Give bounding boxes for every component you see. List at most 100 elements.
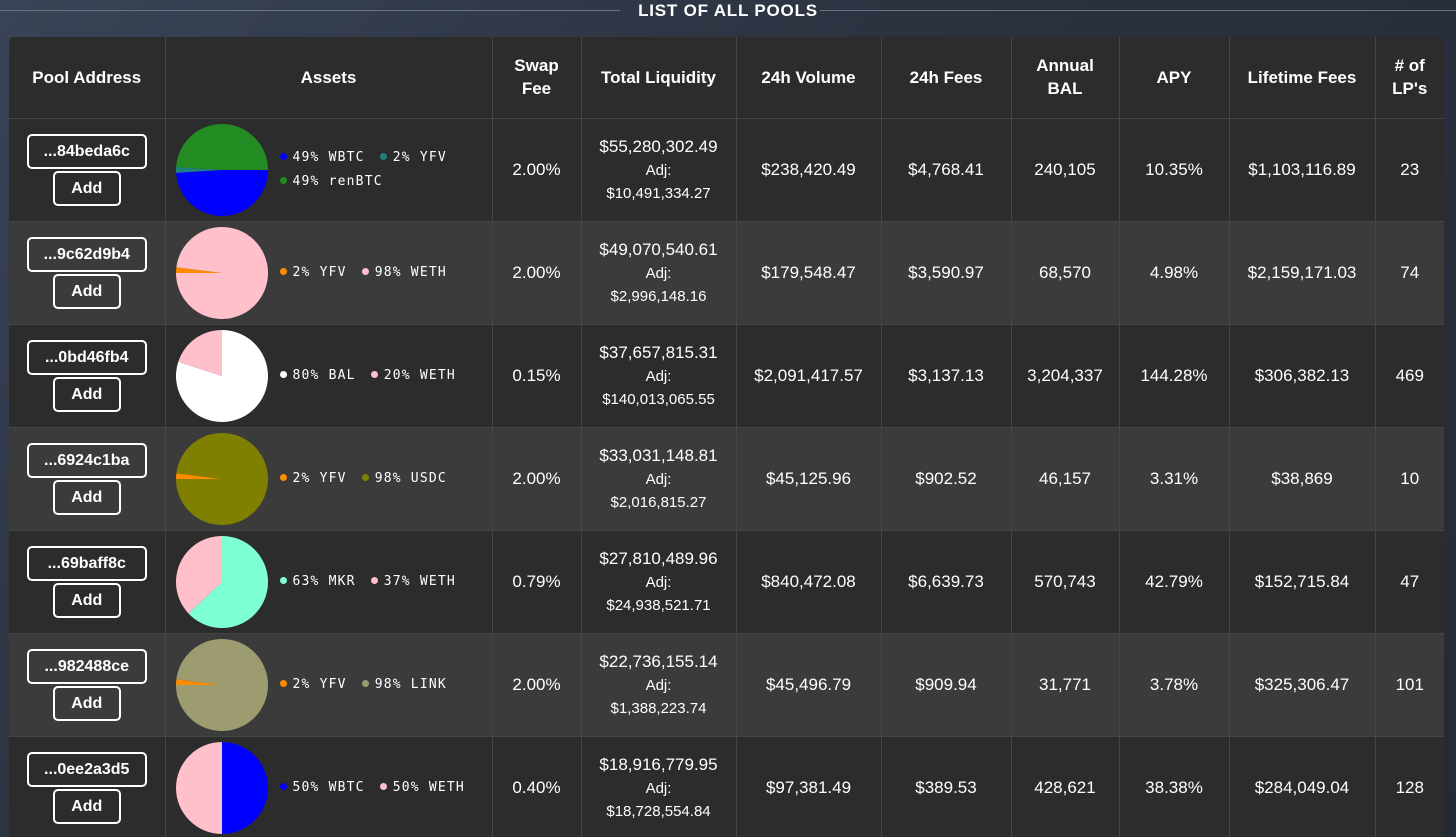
asset-pie-chart [166,738,278,837]
legend-dot-icon [279,473,287,481]
header-24h-fees[interactable]: 24h Fees [881,37,1012,118]
total-liquidity-cell: $33,031,148.81 Adj: $2,016,815.27 [581,426,737,530]
header-24h-volume[interactable]: 24h Volume [736,37,882,118]
legend-item: 98% WETH [361,265,447,280]
header-swap-fee-line2: Fee [521,79,552,99]
apy-cell: 4.98% [1119,220,1230,324]
lifetime-fees-cell: $2,159,171.03 [1229,220,1376,324]
add-button[interactable]: Add [52,273,121,309]
table-row[interactable]: ...982488ce Add 2% YFV 98% LINK 2.00% $2… [9,632,1444,736]
swap-fee-cell: 0.79% [492,529,582,633]
legend-dot-icon [279,782,287,790]
legend-label: 50% WBTC [292,779,365,795]
fees-24h-cell: $3,590.97 [881,220,1012,324]
header-apy[interactable]: APY [1119,37,1230,118]
add-button[interactable]: Add [52,685,121,721]
adjusted-liquidity-label: Adj: [645,470,672,488]
total-liquidity-value: $22,736,155.14 [599,651,718,671]
add-button[interactable]: Add [52,582,121,618]
pool-address-button[interactable]: ...9c62d9b4 [26,236,147,272]
pool-address-button[interactable]: ...84beda6c [26,133,147,169]
fees-24h-cell: $389.53 [881,735,1012,837]
assets-cell: 2% YFV 98% LINK [165,632,493,736]
pool-address-button[interactable]: ...69baff8c [26,545,147,581]
adjusted-liquidity-label: Adj: [645,161,672,179]
table-row[interactable]: ...6924c1ba Add 2% YFV 98% USDC 2.00% $3… [9,426,1444,530]
legend-item: 50% WBTC [279,779,365,795]
total-liquidity-value: $55,280,302.49 [599,136,718,156]
legend-label: 2% YFV [292,470,347,486]
asset-legend: 2% YFV 98% USDC [278,467,488,491]
swap-fee-cell: 2.00% [492,426,582,530]
header-pool-address[interactable]: Pool Address [9,37,166,118]
fees-24h-cell: $902.52 [881,426,1012,530]
header-annual-bal-line2: BAL [1047,79,1083,99]
add-button[interactable]: Add [52,170,121,206]
table-row[interactable]: ...0bd46fb4 Add 80% BAL 20% WETH 0.15% $… [9,323,1444,427]
pool-address-button[interactable]: ...0ee2a3d5 [26,751,147,787]
lifetime-fees-cell: $38,869 [1229,426,1376,530]
legend-item: 98% USDC [361,471,447,486]
header-annual-bal[interactable]: Annual BAL [1011,37,1120,118]
annual-bal-cell: 428,621 [1011,735,1120,837]
pool-address-button[interactable]: ...0bd46fb4 [26,339,147,375]
pie-svg [175,123,268,216]
total-liquidity-cell: $49,070,540.61 Adj: $2,996,148.16 [581,220,737,324]
asset-pie-chart [166,120,278,220]
legend-item: 63% MKR [279,573,356,589]
pie-slice [175,638,268,731]
asset-legend: 2% YFV 98% WETH [278,261,488,285]
lifetime-fees-cell: $284,049.04 [1229,735,1376,837]
asset-legend: 63% MKR 37% WETH [278,570,488,594]
pie-slice [175,741,222,834]
table-row[interactable]: ...84beda6c Add 49% WBTC 2% YFV 49% renB… [9,117,1444,221]
pools-table: Pool Address Assets Swap Fee Total Liquid… [9,37,1444,837]
adjusted-liquidity-label: Adj: [645,779,672,797]
adjusted-liquidity-label: Adj: [645,264,672,282]
annual-bal-cell: 240,105 [1011,117,1120,221]
volume-24h-cell: $45,496.79 [736,632,882,736]
pie-svg [175,329,268,422]
legend-label: 80% BAL [292,367,356,383]
header-lifetime-fees[interactable]: Lifetime Fees [1229,37,1376,118]
add-button[interactable]: Add [52,479,121,515]
assets-cell: 80% BAL 20% WETH [165,323,493,427]
apy-cell: 38.38% [1119,735,1230,837]
table-row[interactable]: ...9c62d9b4 Add 2% YFV 98% WETH 2.00% $4… [9,220,1444,324]
pool-address-button[interactable]: ...982488ce [26,648,147,684]
adjusted-liquidity-value: $2,996,148.16 [610,287,707,305]
table-row[interactable]: ...69baff8c Add 63% MKR 37% WETH 0.79% $… [9,529,1444,633]
header-swap-fee[interactable]: Swap Fee [492,37,582,118]
pie-slice [175,432,268,525]
assets-cell: 49% WBTC 2% YFV 49% renBTC [165,117,493,221]
title-divider-left [0,10,620,11]
swap-fee-cell: 2.00% [492,220,582,324]
fees-24h-cell: $909.94 [881,632,1012,736]
swap-fee-cell: 0.40% [492,735,582,837]
fees-24h-cell: $3,137.13 [881,323,1012,427]
legend-label: 63% MKR [292,573,356,589]
fees-24h-cell: $4,768.41 [881,117,1012,221]
lifetime-fees-cell: $1,103,116.89 [1229,117,1376,221]
volume-24h-cell: $238,420.49 [736,117,882,221]
header-lp-count[interactable]: # of LP's [1375,37,1444,118]
adjusted-liquidity-value: $1,388,223.74 [610,699,707,717]
legend-label: 2% YFV [292,264,347,280]
asset-pie-chart [166,532,278,632]
header-total-liquidity[interactable]: Total Liquidity [581,37,737,118]
pool-address-button[interactable]: ...6924c1ba [26,442,147,478]
lp-count-cell: 469 [1375,323,1444,427]
table-row[interactable]: ...0ee2a3d5 Add 50% WBTC 50% WETH 0.40% … [9,735,1444,837]
annual-bal-cell: 68,570 [1011,220,1120,324]
header-assets[interactable]: Assets [165,37,493,118]
adjusted-liquidity-label: Adj: [645,676,672,694]
adjusted-liquidity-label: Adj: [645,573,672,591]
pie-slice [175,123,268,170]
lp-count-cell: 10 [1375,426,1444,530]
add-button[interactable]: Add [52,376,121,412]
add-button[interactable]: Add [52,788,121,824]
legend-dot-icon [361,679,369,687]
total-liquidity-cell: $18,916,779.95 Adj: $18,728,554.84 [581,735,737,837]
pie-slice [175,266,222,273]
